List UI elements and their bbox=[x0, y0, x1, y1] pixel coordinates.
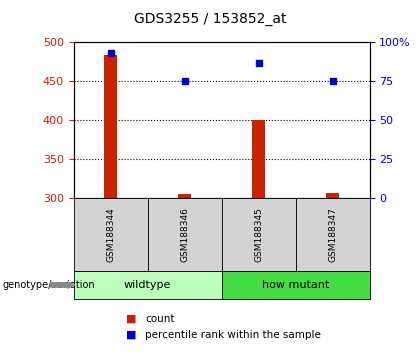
Bar bbox=[178, 194, 191, 198]
Text: wildtype: wildtype bbox=[124, 280, 171, 290]
Text: count: count bbox=[145, 314, 174, 324]
Text: genotype/variation: genotype/variation bbox=[2, 280, 95, 290]
Bar bbox=[326, 193, 339, 198]
Text: GSM188345: GSM188345 bbox=[254, 207, 263, 262]
Text: GDS3255 / 153852_at: GDS3255 / 153852_at bbox=[134, 12, 286, 27]
Text: ■: ■ bbox=[126, 330, 136, 339]
Text: how mutant: how mutant bbox=[262, 280, 329, 290]
Text: GSM188347: GSM188347 bbox=[328, 207, 337, 262]
Bar bbox=[252, 120, 265, 198]
Text: ■: ■ bbox=[126, 314, 136, 324]
Text: percentile rank within the sample: percentile rank within the sample bbox=[145, 330, 321, 339]
Text: GSM188346: GSM188346 bbox=[180, 207, 189, 262]
Bar bbox=[104, 55, 117, 198]
Text: GSM188344: GSM188344 bbox=[106, 207, 115, 262]
